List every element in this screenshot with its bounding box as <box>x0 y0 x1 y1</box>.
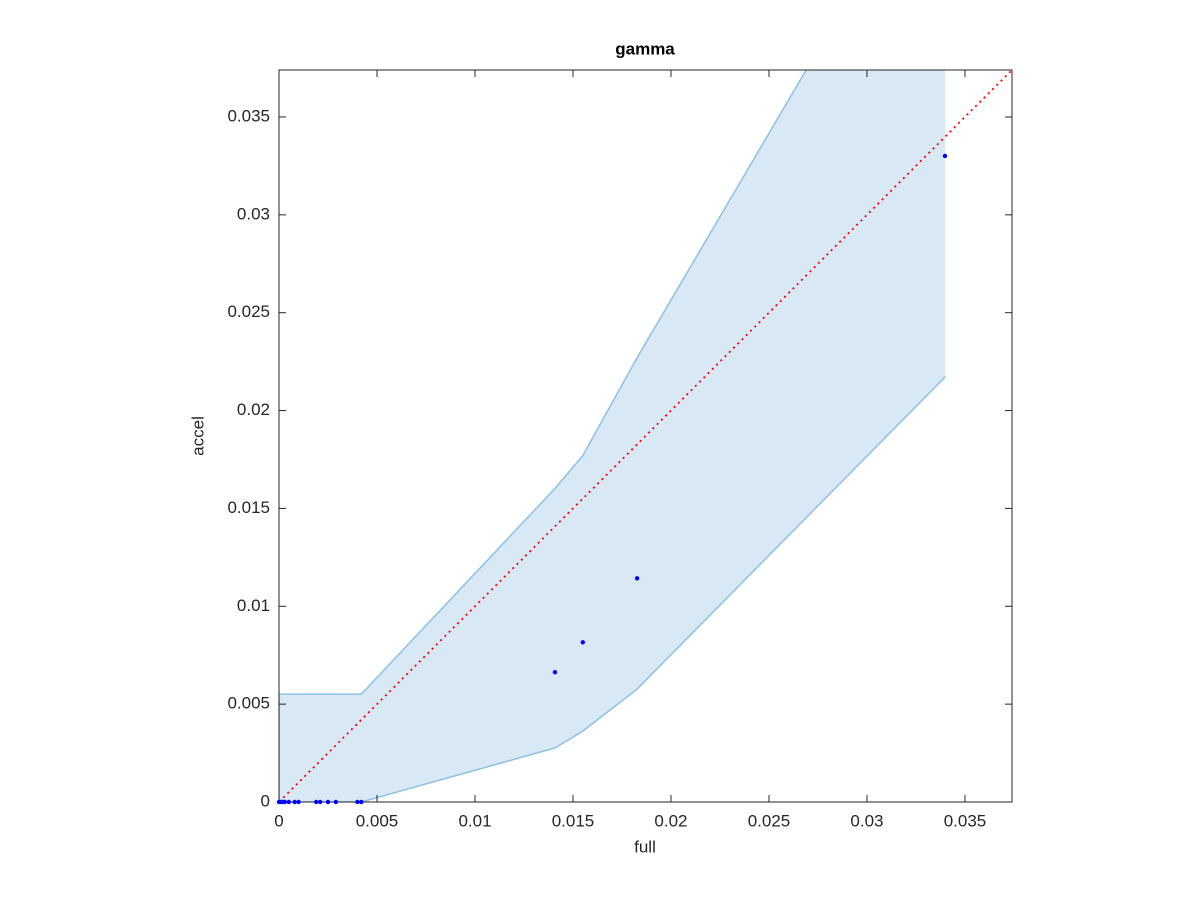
y-tick-label: 0.015 <box>227 498 270 517</box>
y-tick-label: 0.01 <box>237 596 270 615</box>
band-area <box>279 70 946 802</box>
x-tick-label: 0.015 <box>552 811 595 830</box>
point <box>333 799 339 805</box>
point <box>286 799 291 805</box>
axes-box <box>278 69 1013 803</box>
point <box>634 576 640 581</box>
point <box>355 799 360 805</box>
x-tick-label: 0.035 <box>944 811 987 830</box>
x-tick-label: 0.005 <box>356 811 399 830</box>
x-tick-label: 0.03 <box>850 811 883 830</box>
y-tick-label: 0.025 <box>227 302 270 321</box>
band-upper <box>279 70 808 695</box>
y-tick-label: 0.005 <box>227 694 270 713</box>
y-axis-label: accel <box>188 416 207 456</box>
plot-layer <box>279 70 1012 802</box>
y-tick-label: 0.02 <box>237 400 270 419</box>
x-tick-label: 0.02 <box>654 811 687 830</box>
point <box>359 799 364 805</box>
y-tick-label: 0.035 <box>227 106 270 125</box>
point <box>552 670 558 675</box>
point <box>580 640 585 645</box>
point <box>317 799 323 805</box>
point <box>325 799 331 805</box>
point <box>942 153 948 159</box>
y-tick-label: 0.03 <box>237 204 270 223</box>
point <box>314 799 319 805</box>
x-axis-label: full <box>634 837 656 856</box>
chart-title: gamma <box>615 39 675 58</box>
point <box>296 799 301 805</box>
y-tick-label: 0 <box>261 791 270 810</box>
x-tick-label: 0.025 <box>748 811 791 830</box>
x-tick-label: 0.01 <box>458 811 491 830</box>
point <box>292 799 297 805</box>
band-lower <box>279 376 946 802</box>
identity-line <box>279 70 1012 802</box>
x-tick-label: 0 <box>274 811 283 830</box>
point <box>282 799 288 805</box>
